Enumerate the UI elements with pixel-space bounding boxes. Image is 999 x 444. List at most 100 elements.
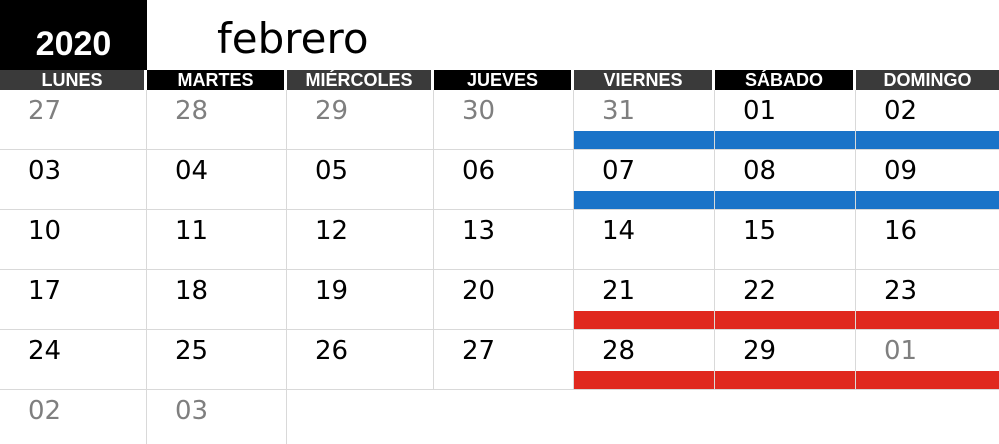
day-number: 24	[28, 336, 62, 366]
day-cell[interactable]: 28	[574, 330, 715, 390]
day-number: 31	[602, 96, 636, 126]
week-row: 10 11 12 13 14 15 16	[0, 210, 999, 270]
day-cell[interactable]: 26	[287, 330, 434, 390]
calendar-grid: 27 28 29 30 31 01 02 03 04 05 06 07 08 09 10 11 12 13 14 15…	[0, 90, 999, 444]
red-highlight-bar	[715, 311, 855, 329]
weekday-header-6: SÁBADO	[715, 70, 856, 90]
day-number: 27	[28, 96, 62, 126]
day-number: 05	[315, 156, 349, 186]
weekday-header-2: MARTES	[147, 70, 287, 90]
day-cell[interactable]: 04	[147, 150, 287, 210]
red-highlight-bar	[856, 311, 999, 329]
day-cell[interactable]: 11	[147, 210, 287, 270]
day-number: 20	[462, 276, 496, 306]
day-cell[interactable]: 01	[856, 330, 999, 390]
day-number: 02	[28, 396, 62, 426]
blue-highlight-bar	[574, 131, 714, 149]
day-cell[interactable]: 30	[434, 90, 574, 150]
day-cell[interactable]: 31	[574, 90, 715, 150]
day-cell[interactable]: 06	[434, 150, 574, 210]
red-highlight-bar	[574, 371, 714, 389]
day-number: 29	[315, 96, 349, 126]
day-number: 06	[462, 156, 496, 186]
weekday-header-7: DOMINGO	[856, 70, 999, 90]
empty-cell	[856, 390, 999, 444]
day-cell[interactable]: 29	[287, 90, 434, 150]
week-row: 24 25 26 27 28 29 01	[0, 330, 999, 390]
day-cell[interactable]: 25	[147, 330, 287, 390]
weekday-header-4: JUEVES	[434, 70, 574, 90]
day-number: 03	[28, 156, 62, 186]
red-highlight-bar	[574, 311, 714, 329]
day-cell[interactable]: 09	[856, 150, 999, 210]
blue-highlight-bar	[856, 131, 999, 149]
day-cell[interactable]: 28	[147, 90, 287, 150]
weekday-header-5: VIERNES	[574, 70, 715, 90]
empty-cell	[715, 390, 856, 444]
day-cell[interactable]: 14	[574, 210, 715, 270]
day-cell[interactable]: 08	[715, 150, 856, 210]
day-cell[interactable]: 17	[0, 270, 147, 330]
day-cell[interactable]: 27	[434, 330, 574, 390]
day-number: 07	[602, 156, 636, 186]
day-cell[interactable]: 03	[0, 150, 147, 210]
empty-cell	[574, 390, 715, 444]
day-cell[interactable]: 20	[434, 270, 574, 330]
day-cell[interactable]: 07	[574, 150, 715, 210]
week-row: 03 04 05 06 07 08 09	[0, 150, 999, 210]
day-number: 02	[884, 96, 918, 126]
day-cell[interactable]: 02	[856, 90, 999, 150]
day-number: 10	[28, 216, 62, 246]
red-highlight-bar	[856, 371, 999, 389]
day-cell[interactable]: 21	[574, 270, 715, 330]
empty-cell	[434, 390, 574, 444]
day-cell[interactable]: 02	[0, 390, 147, 444]
day-number: 28	[602, 336, 636, 366]
blue-highlight-bar	[856, 191, 999, 209]
day-number: 16	[884, 216, 918, 246]
day-number: 29	[743, 336, 777, 366]
blue-highlight-bar	[715, 191, 855, 209]
blue-highlight-bar	[574, 191, 714, 209]
day-cell[interactable]: 22	[715, 270, 856, 330]
day-cell[interactable]: 24	[0, 330, 147, 390]
day-number: 26	[315, 336, 349, 366]
day-cell[interactable]: 10	[0, 210, 147, 270]
day-number: 01	[884, 336, 918, 366]
empty-cell	[287, 390, 434, 444]
week-row: 27 28 29 30 31 01 02	[0, 90, 999, 150]
day-cell[interactable]: 16	[856, 210, 999, 270]
day-cell[interactable]: 23	[856, 270, 999, 330]
day-cell[interactable]: 15	[715, 210, 856, 270]
day-number: 18	[175, 276, 209, 306]
day-number: 12	[315, 216, 349, 246]
day-cell[interactable]: 05	[287, 150, 434, 210]
week-row: 17 18 19 20 21 22 23	[0, 270, 999, 330]
day-cell[interactable]: 13	[434, 210, 574, 270]
day-number: 27	[462, 336, 496, 366]
day-cell[interactable]: 19	[287, 270, 434, 330]
day-number: 13	[462, 216, 496, 246]
day-cell[interactable]: 12	[287, 210, 434, 270]
month-title: febrero	[217, 14, 369, 63]
year-label: 2020	[0, 0, 147, 70]
day-number: 01	[743, 96, 777, 126]
day-number: 04	[175, 156, 209, 186]
week-row: 02 03	[0, 390, 999, 444]
day-cell[interactable]: 03	[147, 390, 287, 444]
day-cell[interactable]: 29	[715, 330, 856, 390]
day-number: 15	[743, 216, 777, 246]
day-number: 03	[175, 396, 209, 426]
weekday-header-3: MIÉRCOLES	[287, 70, 434, 90]
day-number: 22	[743, 276, 777, 306]
day-number: 25	[175, 336, 209, 366]
day-cell[interactable]: 01	[715, 90, 856, 150]
day-cell[interactable]: 18	[147, 270, 287, 330]
blue-highlight-bar	[715, 131, 855, 149]
day-cell[interactable]: 27	[0, 90, 147, 150]
day-number: 09	[884, 156, 918, 186]
day-number: 17	[28, 276, 62, 306]
day-number: 08	[743, 156, 777, 186]
day-number: 23	[884, 276, 918, 306]
day-number: 21	[602, 276, 636, 306]
